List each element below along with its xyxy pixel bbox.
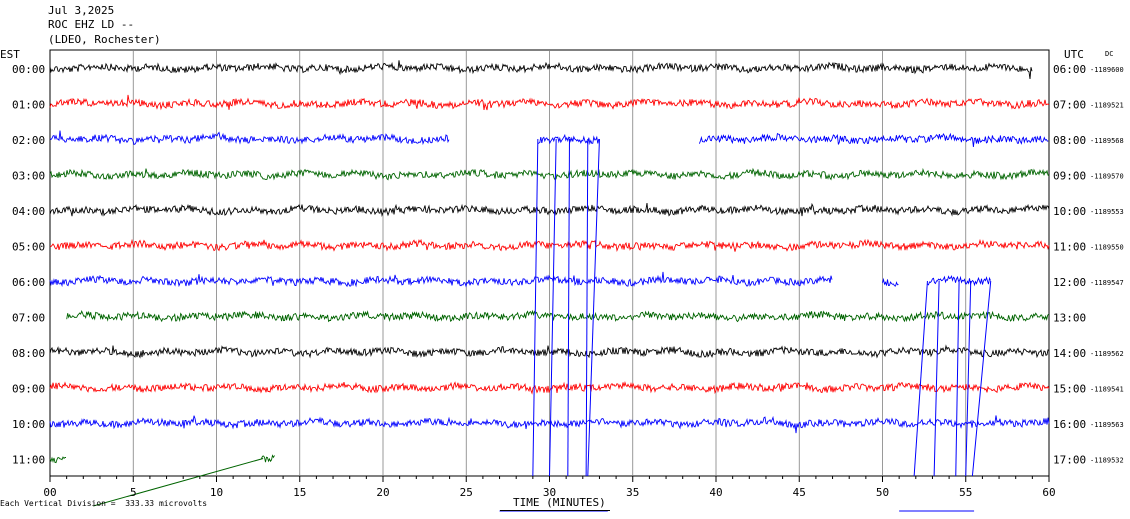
- row-label-utc: 10:00: [1053, 205, 1086, 218]
- x-tick-label: 10: [210, 486, 223, 499]
- seismic-trace: [49, 130, 450, 146]
- x-axis-title: TIME (MINUTES): [513, 496, 606, 509]
- glitch-line: [532, 138, 539, 477]
- x-tick-label: 5: [130, 486, 137, 499]
- x-tick-label: 40: [709, 486, 722, 499]
- utc-label: UTC: [1064, 48, 1084, 61]
- row-dc-value: -1189550: [1090, 244, 1124, 252]
- glitch-line: [585, 138, 589, 477]
- row-label-est: 08:00: [12, 347, 45, 360]
- footer-scale: Each Vertical Division = 333.33 microvol…: [0, 499, 208, 508]
- row-label-utc: 17:00: [1053, 454, 1086, 467]
- x-tick-label: 60: [1042, 486, 1055, 499]
- seismic-trace: [49, 238, 1050, 253]
- seismic-trace: [49, 202, 1050, 217]
- seismic-trace: [882, 277, 899, 287]
- seismic-trace: [927, 274, 991, 287]
- seismic-trace: [49, 271, 833, 288]
- row-label-est: 03:00: [12, 170, 45, 183]
- glitch-lines: [93, 138, 992, 512]
- row-label-est: 00:00: [12, 63, 45, 76]
- row-label-utc: 07:00: [1053, 99, 1086, 112]
- glitch-line: [567, 138, 570, 477]
- glitch-line: [971, 280, 992, 477]
- seismic-trace: [49, 344, 1050, 359]
- glitch-line: [965, 280, 972, 477]
- row-label-est: 07:00: [12, 312, 45, 325]
- glitch-line: [913, 280, 928, 477]
- seismic-trace: [49, 381, 1050, 395]
- row-dc-value: -1189547: [1090, 279, 1124, 287]
- row-label-utc: 06:00: [1053, 63, 1086, 76]
- seismic-trace: [49, 415, 1050, 434]
- row-label-est: 06:00: [12, 276, 45, 289]
- row-label-utc: 12:00: [1053, 276, 1086, 289]
- row-label-utc: 08:00: [1053, 134, 1086, 147]
- seismic-trace: [49, 94, 1050, 111]
- x-tick-label: 25: [460, 486, 473, 499]
- est-label: EST: [0, 48, 20, 61]
- row-label-est: 05:00: [12, 241, 45, 254]
- seismic-trace: [537, 133, 600, 146]
- row-label-est: 10:00: [12, 418, 45, 431]
- x-axis-ticks: 00 5 10 15 20 25 30 35 40 45 50 55 60: [43, 476, 1056, 499]
- glitch-line: [933, 280, 940, 477]
- seismic-trace: [261, 454, 275, 463]
- x-tick-label: 35: [626, 486, 639, 499]
- x-tick-label: 20: [376, 486, 389, 499]
- seismic-trace: [49, 60, 1033, 80]
- seismic-trace: [49, 167, 1050, 181]
- x-tick-label: 15: [293, 486, 306, 499]
- row-dc-value: -1189562: [1090, 350, 1124, 358]
- green-slant-line: [93, 458, 264, 507]
- header-date: Jul 3,2025: [48, 4, 115, 17]
- row-label-utc: 09:00: [1053, 170, 1086, 183]
- glitch-line: [549, 138, 557, 477]
- row-dc-value: -1189568: [1090, 137, 1124, 145]
- row-label-est: 04:00: [12, 205, 45, 218]
- row-dc-value: -1189600: [1090, 66, 1124, 74]
- row-dc-value: -1189532: [1090, 457, 1124, 465]
- row-label-est: 01:00: [12, 99, 45, 112]
- x-tick-label: 50: [876, 486, 889, 499]
- row-label-est: 02:00: [12, 134, 45, 147]
- header-network: (LDEO, Rochester): [48, 33, 161, 46]
- dc-label: DC: [1105, 50, 1114, 58]
- row-label-est: 11:00: [12, 454, 45, 467]
- row-label-utc: 11:00: [1053, 241, 1086, 254]
- row-label-utc: 15:00: [1053, 383, 1086, 396]
- seismic-trace: [698, 132, 1049, 148]
- row-dc-value: -1189570: [1090, 173, 1124, 181]
- row-label-utc: 16:00: [1053, 418, 1086, 431]
- seismic-trace: [49, 456, 66, 464]
- seismic-traces: [49, 60, 1050, 464]
- seismic-trace: [66, 309, 1049, 323]
- row-dc-value: -1189521: [1090, 102, 1124, 110]
- row-dc-value: -1189541: [1090, 386, 1124, 394]
- x-tick-label: 45: [793, 486, 806, 499]
- row-dc-value: -1189563: [1090, 421, 1124, 429]
- row-label-est: 09:00: [12, 383, 45, 396]
- x-tick-label: 00: [43, 486, 56, 499]
- header-channel: ROC EHZ LD --: [48, 18, 135, 31]
- x-tick-label: 55: [959, 486, 972, 499]
- x-axis-title-underline: [500, 510, 610, 511]
- row-dc-value: -1189553: [1090, 208, 1124, 216]
- glitch-line: [587, 138, 600, 477]
- row-label-utc: 14:00: [1053, 347, 1086, 360]
- row-labels: 00:00 06:00 -1189600 01:00 07:00 -1189521 02:0…: [12, 63, 1124, 467]
- grid-lines: [49, 49, 1050, 477]
- glitch-line: [955, 280, 960, 477]
- x-tick-label: 30: [543, 486, 556, 499]
- row-label-utc: 13:00: [1053, 312, 1086, 325]
